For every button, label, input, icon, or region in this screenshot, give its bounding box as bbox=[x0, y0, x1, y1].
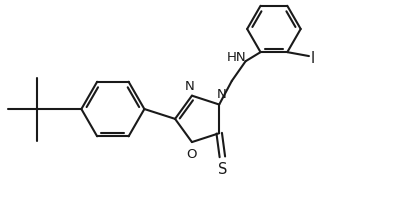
Text: I: I bbox=[310, 51, 315, 65]
Text: HN: HN bbox=[227, 51, 247, 64]
Text: N: N bbox=[217, 88, 226, 101]
Text: O: O bbox=[186, 148, 197, 161]
Text: S: S bbox=[218, 162, 227, 177]
Text: N: N bbox=[185, 79, 195, 93]
